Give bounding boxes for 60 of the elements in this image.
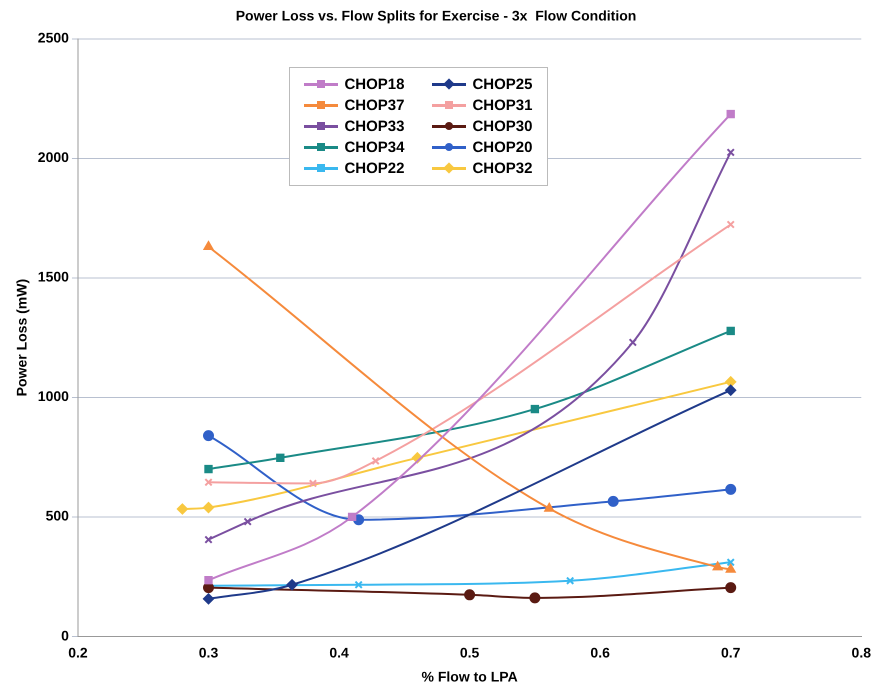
legend-label: CHOP31 (472, 96, 532, 114)
x-tick-label: 0.7 (720, 644, 741, 661)
point (203, 502, 214, 514)
point (544, 503, 554, 512)
point (464, 589, 476, 600)
y-tick-label: 0 (61, 627, 70, 644)
x-tick-label: 0.2 (68, 644, 88, 661)
legend-label: CHOP25 (472, 76, 532, 93)
point (725, 484, 736, 495)
x-tick-label: 0.8 (852, 644, 872, 661)
point (725, 582, 736, 594)
point (529, 592, 540, 604)
y-tick-label: 2000 (38, 149, 70, 166)
point (276, 454, 284, 462)
point (176, 503, 188, 514)
point (726, 326, 735, 336)
point (726, 148, 735, 157)
y-axis-title: Power Loss (mW) (13, 278, 30, 396)
point (243, 517, 252, 526)
point (203, 430, 214, 442)
legend-label: CHOP22 (344, 160, 404, 177)
x-tick-label: 0.5 (460, 644, 480, 661)
y-tick-label: 1500 (38, 268, 70, 285)
point (530, 404, 540, 414)
point (308, 479, 318, 488)
point (725, 384, 736, 396)
point (204, 535, 213, 544)
point (354, 580, 363, 589)
y-tick-label: 1000 (38, 388, 70, 404)
y-tick-label: 500 (46, 508, 70, 524)
point (348, 512, 356, 522)
point (608, 496, 619, 507)
x-tick-label: 0.3 (198, 644, 218, 661)
legend-label: CHOP33 (344, 118, 404, 135)
x-tick-label: 0.6 (590, 644, 610, 661)
point (204, 478, 213, 486)
legend-label: CHOP32 (472, 160, 532, 177)
point (726, 220, 735, 229)
point (726, 558, 735, 566)
chart-title: Power Loss vs. Flow Splits for Exercise - 3x Flow Condition (236, 7, 636, 24)
point (712, 562, 723, 570)
point (566, 576, 574, 585)
legend-label: CHOP34 (344, 138, 404, 156)
legend-label: CHOP20 (472, 138, 532, 156)
x-tick-label: 0.4 (329, 644, 349, 661)
point (628, 338, 637, 347)
point (203, 593, 214, 604)
y-tick-label: 2500 (38, 30, 70, 46)
point (204, 241, 214, 250)
legend-label: CHOP37 (344, 96, 404, 114)
point (726, 110, 735, 118)
legend-label: CHOP18 (344, 76, 404, 93)
legend-label: CHOP30 (472, 118, 532, 135)
point (725, 376, 736, 388)
x-axis-title: % Flow to LPA (422, 668, 518, 684)
point (371, 456, 380, 466)
point (204, 576, 213, 584)
point (726, 564, 736, 573)
point (286, 579, 298, 590)
point (204, 464, 213, 474)
